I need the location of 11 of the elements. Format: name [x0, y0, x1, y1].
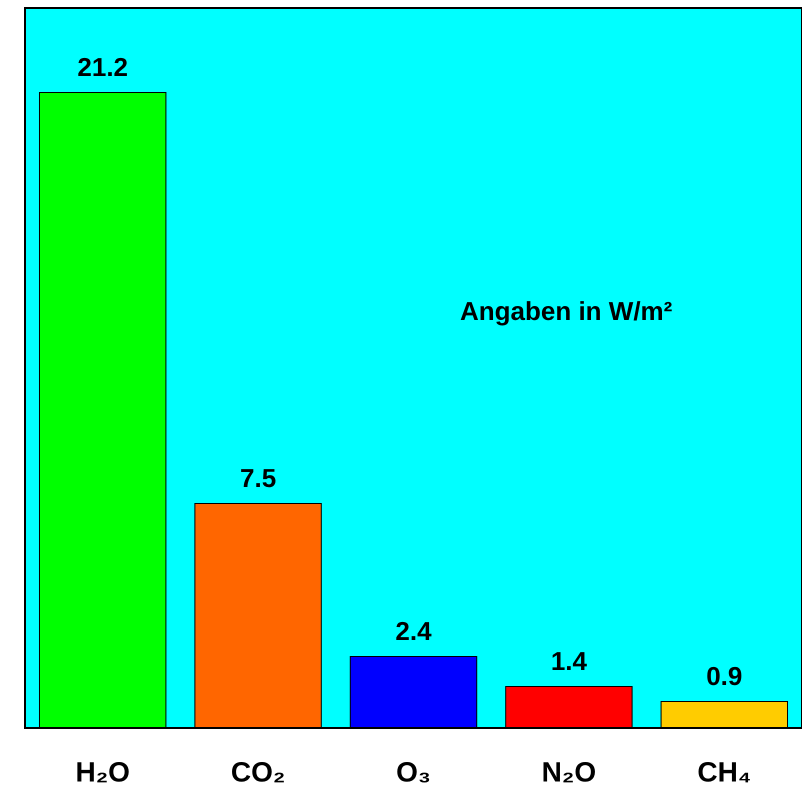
x-tick-label: CH₄: [697, 756, 752, 788]
annotation: Angaben in W/m²: [460, 296, 673, 326]
x-tick-label: CO₂: [230, 756, 286, 788]
x-tick-label: N₂O: [542, 756, 596, 788]
x-tick-label: O₃: [396, 756, 431, 788]
x-tick-label: H₂O: [75, 756, 130, 788]
data-label: 1.4: [550, 646, 588, 676]
data-label: 7.5: [240, 463, 276, 493]
data-label: 2.4: [395, 616, 432, 646]
data-label: 21.2: [77, 52, 128, 82]
data-label: 0.9: [706, 661, 742, 691]
